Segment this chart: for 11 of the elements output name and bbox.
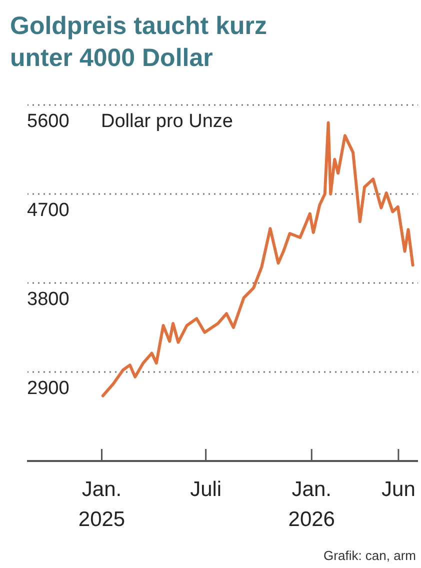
y-tick-label: 5600 (27, 110, 70, 132)
x-tick-label: Juli (190, 478, 222, 501)
x-tick-label: Jan. 2026 (288, 478, 335, 531)
y-tick-label: 2900 (27, 378, 70, 399)
chart-title: Goldpreis taucht kurz unter 4000 Dollar (10, 12, 267, 72)
y-axis-title: Dollar pro Unze (101, 110, 233, 132)
y-tick-label: 4700 (27, 200, 70, 221)
x-tick-label: Jun (382, 478, 416, 501)
y-tick-label: 3800 (27, 288, 70, 310)
x-tick-label: Jan. 2025 (78, 478, 126, 531)
text: Grafik: can, arm (324, 548, 416, 563)
